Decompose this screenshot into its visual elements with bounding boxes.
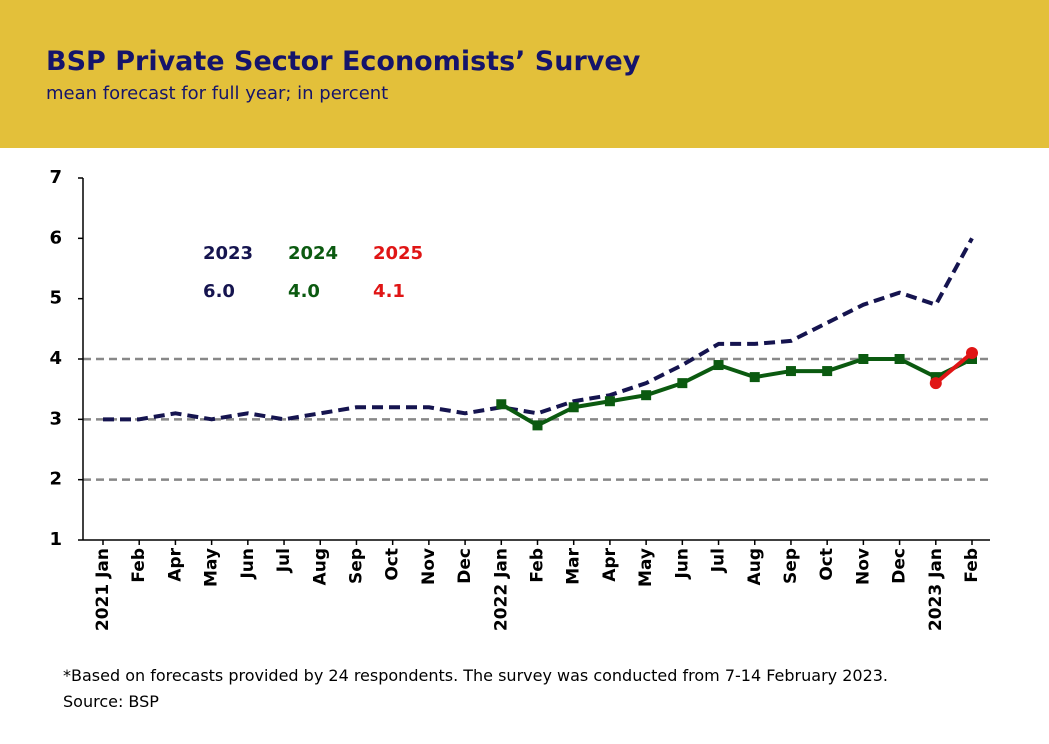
x-tick-label: Feb <box>962 548 982 583</box>
marker <box>966 346 978 359</box>
x-tick-label: Oct <box>817 548 837 581</box>
x-tick-label: Aug <box>745 548 765 585</box>
x-tick-label: Aug <box>310 548 330 585</box>
marker <box>785 366 796 377</box>
x-tick-label: Nov <box>853 548 873 585</box>
legend-value: 4.1 <box>373 281 405 302</box>
marker <box>568 402 579 413</box>
x-tick-label: 2023 Jan <box>926 548 946 631</box>
y-tick-label: 6 <box>49 227 62 248</box>
marker <box>713 360 724 371</box>
footnote: *Based on forecasts provided by 24 respo… <box>63 666 889 685</box>
source: Source: BSP <box>63 692 159 711</box>
marker <box>930 372 941 383</box>
legend-label: 2025 <box>373 243 423 264</box>
legend-value: 6.0 <box>203 281 235 302</box>
marker <box>822 366 833 377</box>
x-tick-label: Apr <box>600 547 620 581</box>
marker <box>929 377 942 390</box>
x-tick-label: Feb <box>528 548 548 583</box>
x-tick-label: Jun <box>672 548 692 580</box>
marker <box>641 390 652 401</box>
y-tick-label: 7 <box>49 167 62 188</box>
y-tick-label: 4 <box>49 348 62 369</box>
x-tick-label: May <box>202 548 222 587</box>
x-tick-label: 2022 Jan <box>491 548 511 631</box>
marker <box>894 354 905 364</box>
marker <box>967 354 977 364</box>
x-tick-label: Dec <box>890 548 910 584</box>
x-tick-label: Jul <box>274 548 294 573</box>
x-tick-label: 2021 Jan <box>93 548 113 631</box>
marker <box>677 378 688 389</box>
marker <box>749 372 760 383</box>
marker <box>496 399 507 410</box>
y-tick-label: 3 <box>49 408 62 429</box>
x-tick-label: Dec <box>455 548 475 584</box>
series-line <box>934 351 974 385</box>
chart-subtitle: mean forecast for full year; in percent <box>46 83 389 104</box>
y-tick-label: 2 <box>49 469 62 490</box>
series-line <box>500 357 973 428</box>
header-band <box>0 0 1049 148</box>
marker <box>532 420 543 431</box>
legend-value: 4.0 <box>288 281 320 302</box>
y-tick-label: 5 <box>49 288 62 309</box>
x-tick-label: May <box>636 548 656 587</box>
y-tick-label: 1 <box>49 529 62 550</box>
x-tick-label: Sep <box>346 548 366 584</box>
x-tick-label: Jun <box>238 548 258 580</box>
x-tick-label: Oct <box>383 548 403 581</box>
x-tick-label: Feb <box>129 548 149 583</box>
marker <box>858 354 869 364</box>
marker <box>604 396 615 407</box>
legend-label: 2023 <box>203 243 253 264</box>
x-tick-label: Jul <box>709 548 729 573</box>
x-tick-label: Apr <box>165 547 185 581</box>
legend-label: 2024 <box>288 243 338 264</box>
x-tick-label: Sep <box>781 548 801 584</box>
x-tick-label: Mar <box>564 547 584 584</box>
x-tick-label: Nov <box>419 548 439 585</box>
chart-title: BSP Private Sector Economists’ Survey <box>46 46 641 77</box>
series-line <box>103 237 974 422</box>
